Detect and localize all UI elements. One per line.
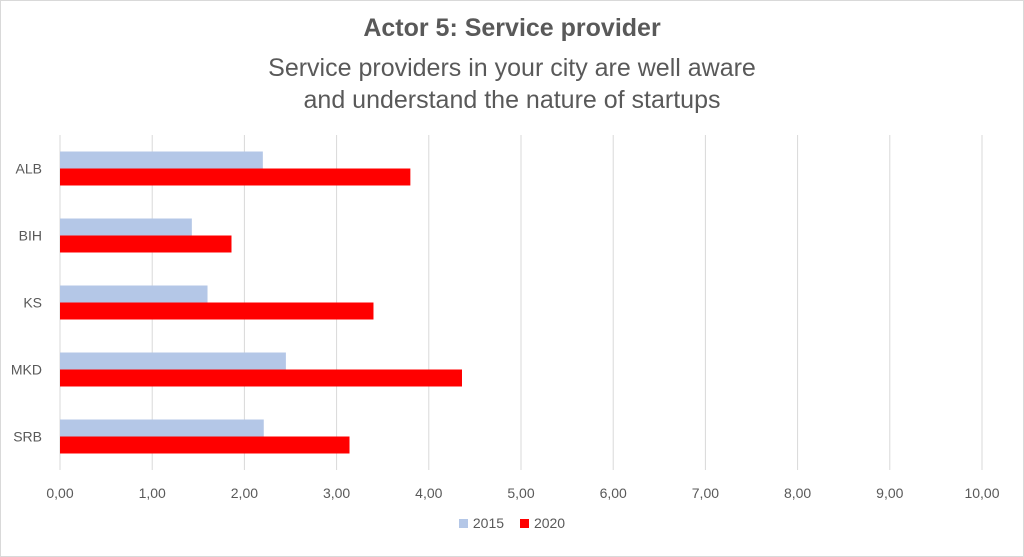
bar-2015-srb [60, 419, 264, 437]
x-tick-label: 7,00 [692, 485, 719, 501]
x-tick-label: 9,00 [876, 485, 903, 501]
y-category-label: BIH [19, 228, 42, 244]
y-category-label: KS [23, 295, 42, 311]
y-category-label: SRB [13, 429, 42, 445]
bar-2015-mkd [60, 352, 286, 370]
x-tick-label: 6,00 [600, 485, 627, 501]
bar-2020-alb [60, 168, 411, 186]
x-tick-label: 0,00 [46, 485, 73, 501]
chart-subtitle: Service providers in your city are well … [268, 54, 756, 114]
x-tick-label: 5,00 [507, 485, 534, 501]
x-tick-label: 3,00 [323, 485, 350, 501]
bar-2020-ks [60, 302, 374, 320]
legend-label-2015: 2015 [472, 515, 505, 531]
legend-item-2015: 2015 [458, 515, 505, 531]
legend-label-2020: 2020 [533, 515, 566, 531]
x-tick-label: 8,00 [784, 485, 811, 501]
x-tick-label: 2,00 [231, 485, 258, 501]
chart-title: Actor 5: Service provider [363, 14, 661, 42]
x-tick-label: 1,00 [139, 485, 166, 501]
bar-2020-mkd [60, 369, 462, 387]
y-category-label: ALB [16, 161, 42, 177]
x-tick-label: 10,00 [964, 485, 999, 501]
bar-2020-srb [60, 436, 350, 454]
legend-swatch-2020 [519, 519, 529, 528]
x-tick-label: 4,00 [415, 485, 442, 501]
bar-2015-ks [60, 285, 208, 303]
bar-2020-bih [60, 235, 232, 253]
legend-swatch-2015 [458, 519, 468, 528]
y-category-label: MKD [11, 362, 42, 378]
bar-2015-alb [60, 151, 263, 169]
legend-item-2020: 2020 [519, 515, 566, 531]
bar-2015-bih [60, 218, 192, 236]
legend: 2015 2020 [0, 515, 1024, 531]
